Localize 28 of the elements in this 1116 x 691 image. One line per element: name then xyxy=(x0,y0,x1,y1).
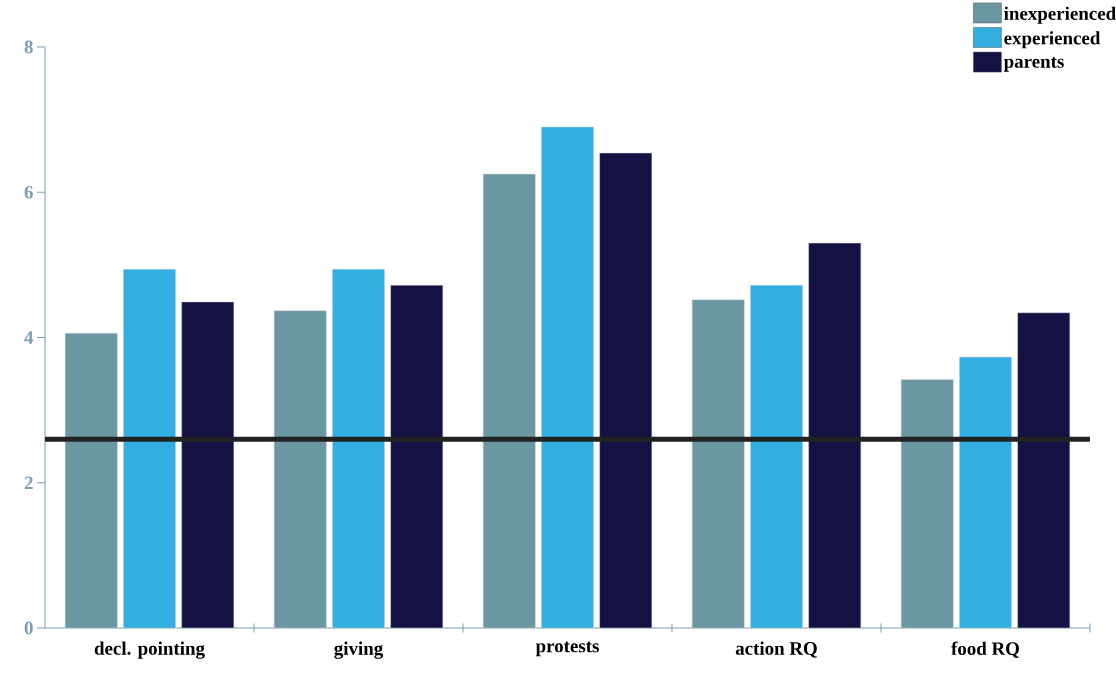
bar xyxy=(64,332,118,629)
legend-label: experienced xyxy=(1004,31,1101,49)
bar xyxy=(750,284,803,629)
y-tick-label: 0 xyxy=(24,621,33,635)
x-tick-label: protests xyxy=(535,641,599,657)
x-tick-label: action RQ xyxy=(735,641,817,658)
bar xyxy=(691,299,745,629)
bar xyxy=(959,356,1012,629)
bar xyxy=(390,284,444,629)
legend-label: inexperienced xyxy=(1004,6,1116,24)
bar xyxy=(1017,312,1071,629)
legend-label: parents xyxy=(1003,56,1064,72)
y-tick-label: 8 xyxy=(24,40,33,54)
bar xyxy=(808,242,862,629)
x-tick-label: decl. pointing xyxy=(94,641,205,659)
bar xyxy=(541,126,594,629)
y-tick-label: 4 xyxy=(24,331,34,344)
y-tick-label: 2 xyxy=(24,476,33,490)
x-tick-label: food RQ xyxy=(951,641,1020,658)
bar xyxy=(273,310,327,629)
bar xyxy=(181,301,235,629)
bar xyxy=(599,152,653,629)
bar xyxy=(332,268,385,629)
y-tick-label: 6 xyxy=(24,185,33,199)
bar xyxy=(123,268,176,629)
x-tick-label: giving xyxy=(334,641,384,659)
bar xyxy=(482,173,536,629)
bar xyxy=(900,379,954,629)
